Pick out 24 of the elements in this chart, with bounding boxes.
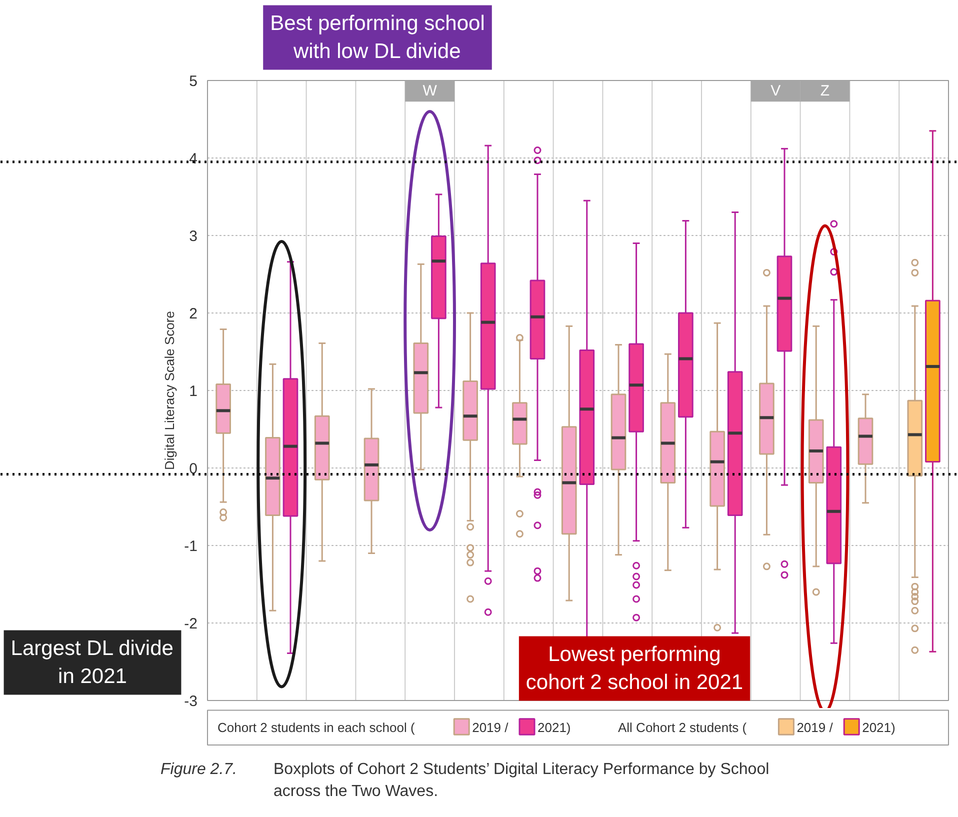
y-tick-label: 2 (189, 306, 198, 322)
y-tick-label: 0 (189, 460, 198, 478)
legend-label: 2021) (538, 720, 571, 736)
annotation: Lowest performing cohort 2 school in 2021 (526, 643, 744, 694)
y-tick-label: 3 (189, 228, 198, 245)
y-axis-title: Digital Literacy Scale Score (162, 311, 177, 470)
x-tick-label: Z (820, 82, 830, 100)
legend-label: 2019 / (796, 720, 834, 736)
y-tick-label: 5 (189, 73, 198, 90)
y-tick-label: -1 (184, 538, 198, 555)
text: Boxplots of Cohort 2 Students’ Digital Literacy Performance by School across the Two Waves. (274, 761, 770, 800)
text: Largest DL divide in 2021 (10, 637, 174, 688)
x-tick-label: V (770, 82, 781, 100)
text: Cohort 2 students in each school ( (218, 720, 416, 736)
y-tick-label: 4 (189, 150, 198, 168)
x-tick-label: W (422, 82, 438, 100)
y-tick-label: -2 (184, 616, 198, 632)
y-tick-label: 1 (189, 383, 198, 400)
text: Best performing school with low DL divide (270, 12, 485, 63)
legend-label: 2019 / (472, 720, 509, 736)
y-tick-label: -3 (184, 693, 198, 710)
legend-label: 2021) (862, 720, 896, 736)
text: All Cohort 2 students ( (618, 720, 748, 736)
caption: Figure 2.7. (160, 761, 237, 778)
